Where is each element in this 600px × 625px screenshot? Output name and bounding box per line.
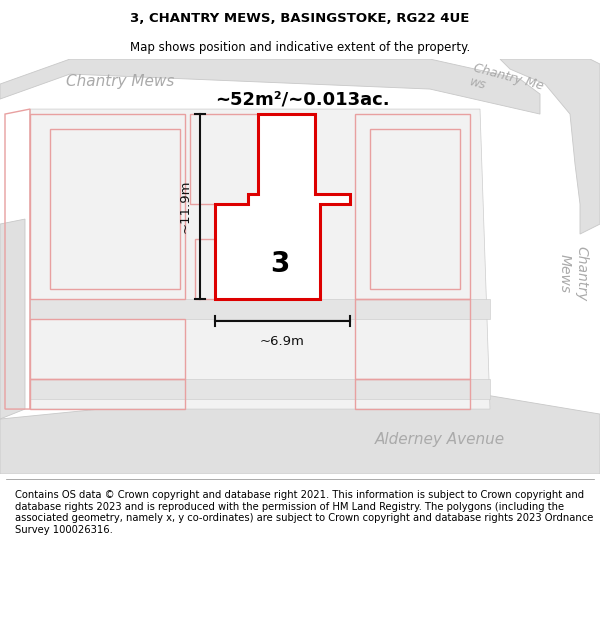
- Bar: [30, 379, 490, 399]
- Bar: [190, 114, 290, 204]
- Polygon shape: [215, 114, 350, 299]
- Bar: [195, 239, 290, 299]
- Polygon shape: [500, 59, 600, 234]
- Text: Chantry Me
ws: Chantry Me ws: [468, 61, 545, 107]
- Bar: [30, 299, 490, 319]
- Bar: [50, 129, 180, 289]
- Text: Map shows position and indicative extent of the property.: Map shows position and indicative extent…: [130, 41, 470, 54]
- Text: 3, CHANTRY MEWS, BASINGSTOKE, RG22 4UE: 3, CHANTRY MEWS, BASINGSTOKE, RG22 4UE: [130, 12, 470, 24]
- Text: 3: 3: [271, 250, 290, 278]
- Bar: [30, 379, 185, 409]
- Polygon shape: [0, 219, 25, 419]
- Text: Contains OS data © Crown copyright and database right 2021. This information is : Contains OS data © Crown copyright and d…: [15, 490, 593, 535]
- Text: ~11.9m: ~11.9m: [179, 180, 192, 233]
- Text: Chantry Mews: Chantry Mews: [66, 74, 174, 89]
- Bar: [30, 114, 185, 299]
- Polygon shape: [0, 59, 540, 114]
- Bar: [355, 299, 470, 379]
- Bar: [370, 129, 460, 289]
- Polygon shape: [0, 389, 600, 474]
- Text: Chantry
Mews: Chantry Mews: [558, 246, 588, 302]
- Text: Alderney Avenue: Alderney Avenue: [375, 431, 505, 446]
- Bar: [355, 114, 470, 299]
- Text: ~52m²/~0.013ac.: ~52m²/~0.013ac.: [215, 90, 389, 108]
- Polygon shape: [30, 109, 490, 409]
- Text: ~6.9m: ~6.9m: [260, 335, 305, 348]
- Bar: [30, 319, 185, 379]
- Bar: [355, 379, 470, 409]
